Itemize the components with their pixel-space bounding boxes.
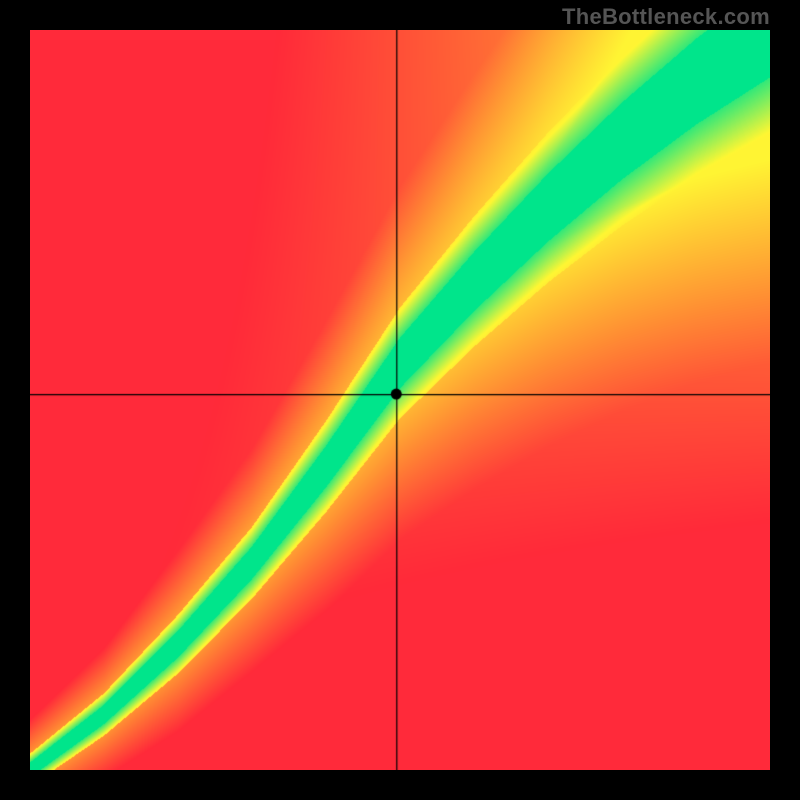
- chart-container: TheBottleneck.com: [0, 0, 800, 800]
- watermark-text: TheBottleneck.com: [562, 4, 770, 30]
- bottleneck-heatmap: [30, 30, 770, 770]
